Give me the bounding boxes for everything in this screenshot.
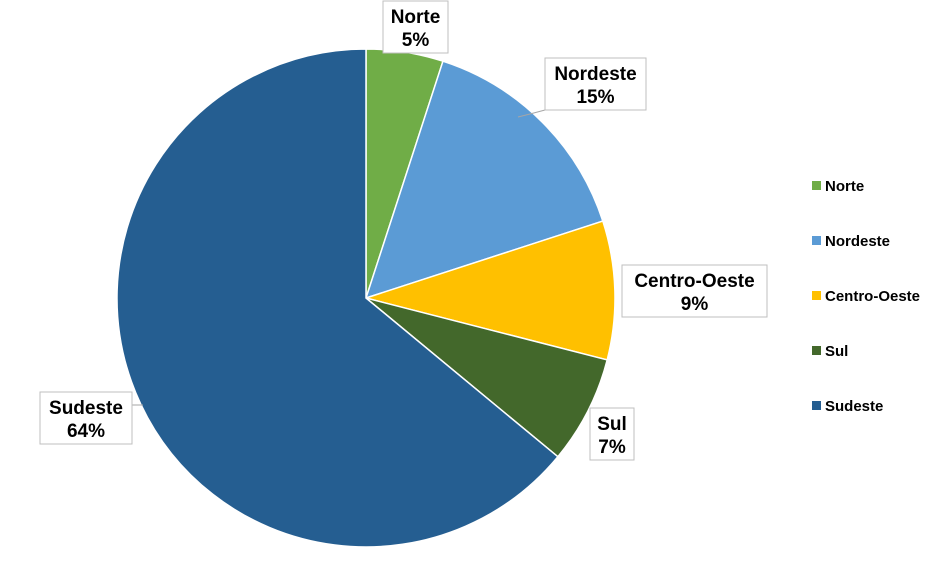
data-label-value: 15%: [576, 87, 614, 108]
legend-swatch: [812, 291, 821, 300]
legend: Norte Nordeste Centro-Oeste Sul Sudeste: [812, 178, 920, 415]
data-label-box: [621, 264, 768, 318]
data-label-box: [544, 57, 647, 111]
leader-line-nordeste: [517, 109, 546, 118]
pie-slice-centro-oeste: [363, 220, 616, 361]
legend-label: Sudeste: [825, 398, 883, 415]
pie-slice-sul: [365, 297, 609, 458]
legend-swatch: [812, 181, 821, 190]
legend-label: Nordeste: [825, 233, 890, 250]
data-label-value: 7%: [598, 437, 626, 458]
data-label-category: Nordeste: [554, 64, 636, 85]
legend-label: Centro-Oeste: [825, 288, 920, 305]
pie-slices: [116, 48, 616, 548]
legend-entry-centro-oeste: Centro-Oeste: [812, 288, 920, 305]
data-label-box: [382, 0, 449, 54]
data-label-box: [39, 391, 133, 445]
data-label-box: [589, 407, 635, 461]
data-label-category: Sudeste: [49, 398, 123, 419]
data-label-category: Centro-Oeste: [634, 271, 754, 292]
legend-entry-sul: Sul: [812, 343, 848, 360]
data-label-value: 64%: [67, 421, 105, 442]
data-label-value: 9%: [681, 294, 709, 315]
legend-label: Sul: [825, 343, 848, 360]
legend-swatch: [812, 346, 821, 355]
legend-swatch: [812, 401, 821, 410]
data-label-category: Sul: [597, 414, 627, 435]
pie-slice-sudeste: [116, 48, 559, 548]
legend-entry-norte: Norte: [812, 178, 864, 195]
legend-entry-sudeste: Sudeste: [812, 398, 883, 415]
legend-swatch: [812, 236, 821, 245]
legend-label: Norte: [825, 178, 864, 195]
data-label-value: 5%: [402, 30, 430, 51]
leader-lines: [132, 109, 546, 406]
data-label-category: Norte: [391, 7, 441, 28]
pie-slice-nordeste: [364, 60, 604, 300]
legend-entry-nordeste: Nordeste: [812, 233, 890, 250]
